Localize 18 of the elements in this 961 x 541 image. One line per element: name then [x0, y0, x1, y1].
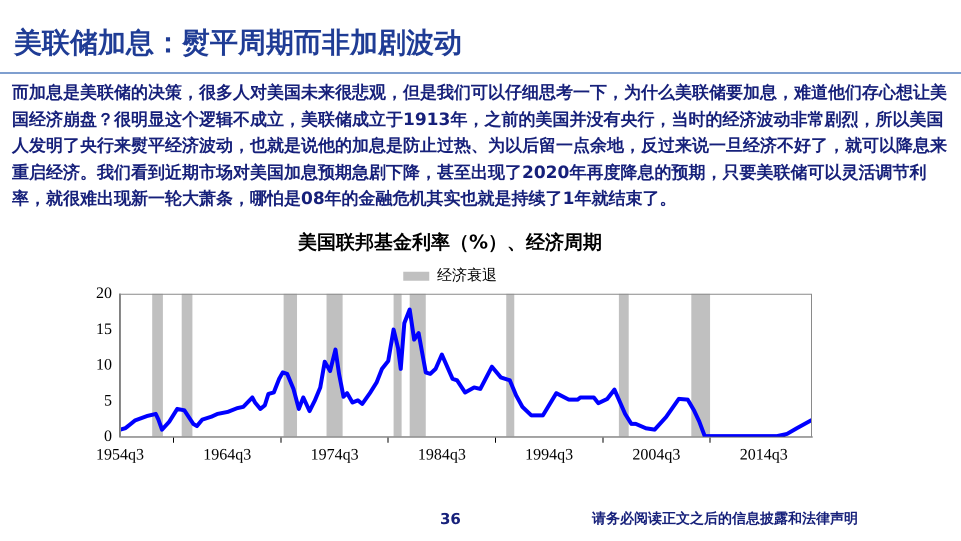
- y-tick-label: 0: [104, 428, 112, 446]
- x-tick-label: 2004q3: [632, 446, 680, 464]
- text: 请务必阅读正文之后的信息披露和法律声明: [592, 510, 858, 528]
- x-tick-label: 1984q3: [418, 446, 466, 464]
- chart-title: 美国联邦基金利率（%）、经济周期: [296, 231, 602, 254]
- x-tick-label: 1954q3: [96, 446, 144, 464]
- text: 而加息是美联储的决策，很多人对美国未来很悲观，但是我们可以仔细思考一下，为什么美联储要加息，难道他们存心想让美国经济崩盘？很明显这个逻辑不成立，美联储成立于1913年，之前的美国并没有央行，当时的经济波动非常剧烈，所以美国人发明了央行来熨平经济波动，也就是说他的加息是防止过热、为以后留一点余地，反过来说一旦经济不好了，就可以降息来重启经济。我们看到近期市场对美国加息预期急剧下降，甚至出现了2020年再度降息的预期，只要美联储可以灵活调节利率，就很难出现新一轮大萧条，哪怕是08年的金融危机其实也就是持续了1年就结束了。: [12, 82, 948, 211]
- legend-label: 经济衰退: [436, 266, 497, 284]
- y-tick-label: 5: [104, 392, 112, 410]
- x-tick-label: 1964q3: [203, 446, 252, 464]
- y-tick-label: 15: [96, 320, 112, 338]
- x-tick-label: 1994q3: [525, 446, 574, 464]
- y-tick-label: 10: [96, 356, 112, 374]
- y-tick-label: 20: [96, 285, 112, 302]
- text: 36: [440, 510, 461, 528]
- text: 美联储加息：熨平周期而非加剧波动: [14, 25, 462, 61]
- x-tick-label: 1974q3: [310, 446, 359, 464]
- x-tick-label: 2014q3: [740, 446, 788, 464]
